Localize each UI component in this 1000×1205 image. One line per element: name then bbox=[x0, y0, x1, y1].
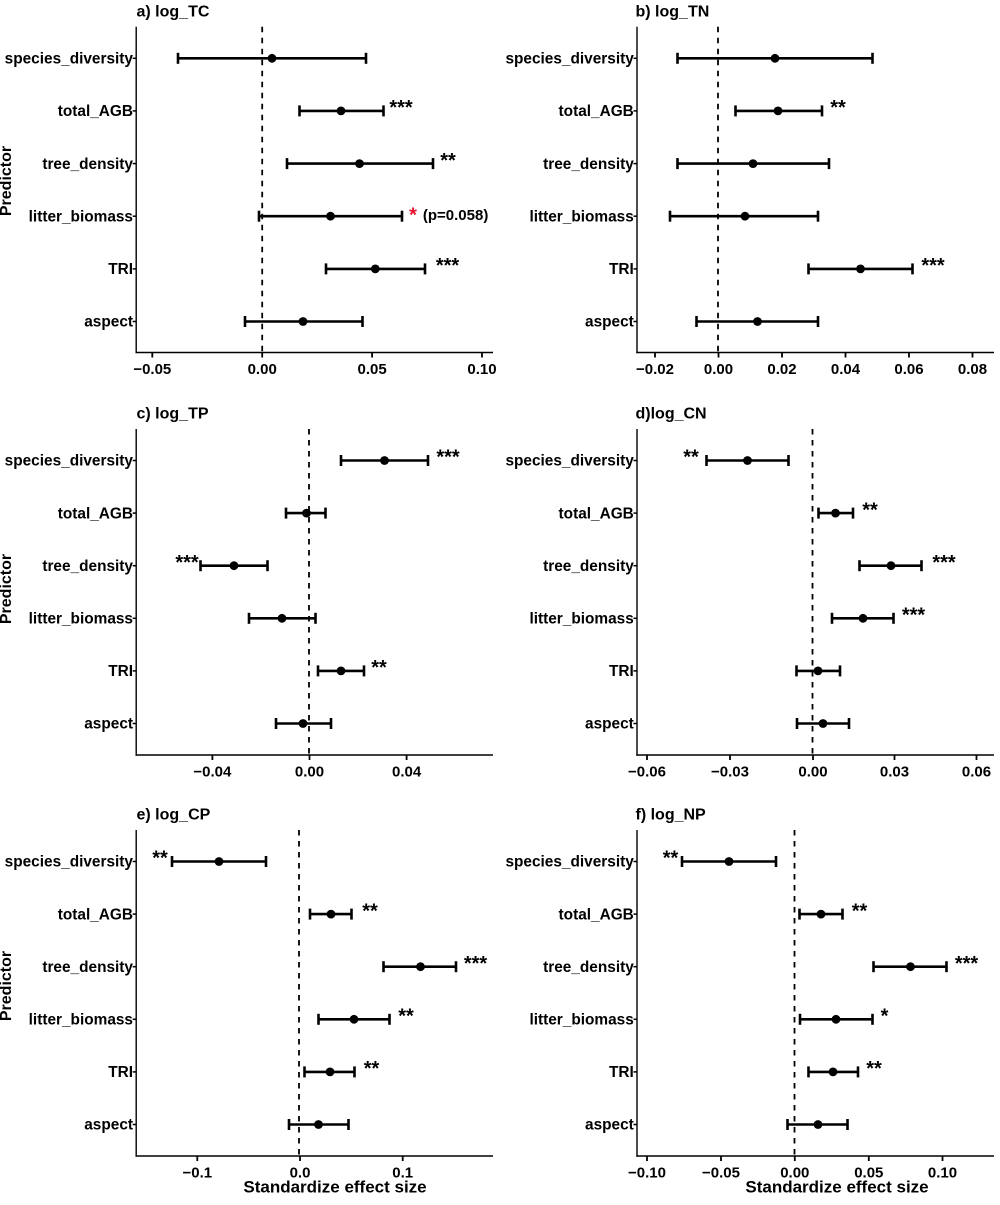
svg-text:**: ** bbox=[364, 1058, 380, 1080]
svg-text:TRI: TRI bbox=[108, 663, 133, 680]
svg-text:−0.05: −0.05 bbox=[702, 1165, 740, 1182]
svg-text:litter_biomass: litter_biomass bbox=[529, 611, 633, 628]
svg-text:0.06: 0.06 bbox=[962, 764, 991, 781]
svg-text:tree_density: tree_density bbox=[543, 156, 634, 173]
svg-text:a) log_TC: a) log_TC bbox=[137, 4, 210, 21]
svg-text:**: ** bbox=[362, 900, 378, 922]
svg-text:total_AGB: total_AGB bbox=[58, 505, 133, 522]
svg-text:0.00: 0.00 bbox=[798, 764, 827, 781]
svg-text:0.05: 0.05 bbox=[854, 1165, 883, 1182]
svg-text:total_AGB: total_AGB bbox=[559, 906, 634, 923]
svg-text:b) log_TN: b) log_TN bbox=[636, 4, 710, 21]
svg-text:aspect: aspect bbox=[84, 1117, 133, 1134]
svg-text:litter_biomass: litter_biomass bbox=[529, 208, 633, 225]
svg-text:0.04: 0.04 bbox=[392, 764, 422, 781]
svg-text:***: *** bbox=[932, 552, 956, 574]
svg-text:**: ** bbox=[852, 900, 868, 922]
svg-text:−0.05: −0.05 bbox=[133, 361, 171, 378]
svg-text:total_AGB: total_AGB bbox=[58, 906, 133, 923]
svg-text:tree_density: tree_density bbox=[543, 959, 634, 976]
svg-text:aspect: aspect bbox=[84, 716, 133, 733]
svg-text:**: ** bbox=[152, 848, 168, 870]
svg-text:0.00: 0.00 bbox=[248, 361, 277, 378]
svg-text:−0.10: −0.10 bbox=[628, 1165, 666, 1182]
svg-text:0.05: 0.05 bbox=[357, 361, 386, 378]
svg-text:***: *** bbox=[175, 552, 199, 574]
svg-text:aspect: aspect bbox=[585, 716, 634, 733]
svg-text:species_diversity: species_diversity bbox=[5, 51, 134, 68]
svg-text:TRI: TRI bbox=[609, 1064, 634, 1081]
svg-text:Standardize effect size: Standardize effect size bbox=[243, 1177, 426, 1196]
svg-text:tree_density: tree_density bbox=[42, 959, 133, 976]
svg-text:**: ** bbox=[683, 447, 699, 469]
svg-text:***: *** bbox=[436, 447, 460, 469]
svg-text:0.1: 0.1 bbox=[392, 1165, 413, 1182]
svg-text:−0.02: −0.02 bbox=[636, 361, 674, 378]
svg-text:c) log_TP: c) log_TP bbox=[137, 406, 209, 423]
svg-text:species_diversity: species_diversity bbox=[505, 453, 634, 470]
svg-text:0.10: 0.10 bbox=[467, 361, 496, 378]
svg-text:**: ** bbox=[862, 499, 878, 521]
svg-text:litter_biomass: litter_biomass bbox=[29, 208, 133, 225]
svg-text:TRI: TRI bbox=[108, 1064, 133, 1081]
svg-text:0.00: 0.00 bbox=[295, 764, 324, 781]
svg-text:Predictor: Predictor bbox=[0, 951, 15, 1021]
svg-text:**: ** bbox=[830, 97, 846, 119]
svg-text:*: * bbox=[409, 205, 417, 227]
svg-text:−0.04: −0.04 bbox=[193, 764, 232, 781]
svg-text:**: ** bbox=[440, 150, 456, 172]
svg-text:litter_biomass: litter_biomass bbox=[29, 611, 133, 628]
svg-text:species_diversity: species_diversity bbox=[505, 854, 634, 871]
svg-text:***: *** bbox=[921, 255, 945, 277]
svg-text:***: *** bbox=[389, 97, 413, 119]
svg-text:−0.1: −0.1 bbox=[182, 1165, 212, 1182]
svg-text:litter_biomass: litter_biomass bbox=[29, 1012, 133, 1029]
svg-text:***: *** bbox=[955, 953, 979, 975]
svg-text:***: *** bbox=[902, 605, 926, 627]
svg-text:(p=0.058): (p=0.058) bbox=[423, 207, 488, 224]
svg-text:0.0: 0.0 bbox=[290, 1165, 311, 1182]
svg-text:0.02: 0.02 bbox=[767, 361, 796, 378]
svg-text:TRI: TRI bbox=[108, 261, 133, 278]
svg-text:***: *** bbox=[436, 255, 460, 277]
svg-text:tree_density: tree_density bbox=[543, 558, 634, 575]
svg-text:Standardize effect size: Standardize effect size bbox=[745, 1177, 928, 1196]
svg-text:Predictor: Predictor bbox=[0, 146, 15, 216]
svg-text:**: ** bbox=[398, 1006, 414, 1028]
svg-text:*: * bbox=[881, 1006, 889, 1028]
svg-text:aspect: aspect bbox=[585, 314, 634, 331]
svg-text:−0.06: −0.06 bbox=[628, 764, 666, 781]
svg-text:0.10: 0.10 bbox=[928, 1165, 957, 1182]
svg-text:total_AGB: total_AGB bbox=[58, 103, 133, 120]
svg-text:Predictor: Predictor bbox=[0, 554, 15, 624]
svg-text:**: ** bbox=[371, 657, 387, 679]
svg-text:TRI: TRI bbox=[609, 261, 634, 278]
svg-text:0.08: 0.08 bbox=[958, 361, 987, 378]
svg-text:0.06: 0.06 bbox=[894, 361, 923, 378]
svg-text:tree_density: tree_density bbox=[42, 156, 133, 173]
svg-text:**: ** bbox=[663, 848, 679, 870]
svg-text:**: ** bbox=[866, 1058, 882, 1080]
svg-text:***: *** bbox=[464, 953, 488, 975]
svg-text:f) log_NP: f) log_NP bbox=[636, 807, 707, 824]
svg-text:−0.03: −0.03 bbox=[711, 764, 749, 781]
svg-text:tree_density: tree_density bbox=[42, 558, 133, 575]
svg-text:e) log_CP: e) log_CP bbox=[137, 807, 211, 824]
svg-text:0.00: 0.00 bbox=[780, 1165, 809, 1182]
svg-text:aspect: aspect bbox=[585, 1117, 634, 1134]
svg-text:species_diversity: species_diversity bbox=[505, 51, 634, 68]
svg-text:TRI: TRI bbox=[609, 663, 634, 680]
svg-text:species_diversity: species_diversity bbox=[5, 854, 134, 871]
svg-text:total_AGB: total_AGB bbox=[559, 103, 634, 120]
svg-text:litter_biomass: litter_biomass bbox=[529, 1012, 633, 1029]
svg-text:d)log_CN: d)log_CN bbox=[636, 406, 707, 423]
svg-text:0.03: 0.03 bbox=[880, 764, 909, 781]
svg-text:total_AGB: total_AGB bbox=[559, 505, 634, 522]
svg-text:aspect: aspect bbox=[84, 314, 133, 331]
svg-text:species_diversity: species_diversity bbox=[5, 453, 134, 470]
svg-text:0.00: 0.00 bbox=[704, 361, 733, 378]
svg-text:0.04: 0.04 bbox=[831, 361, 861, 378]
